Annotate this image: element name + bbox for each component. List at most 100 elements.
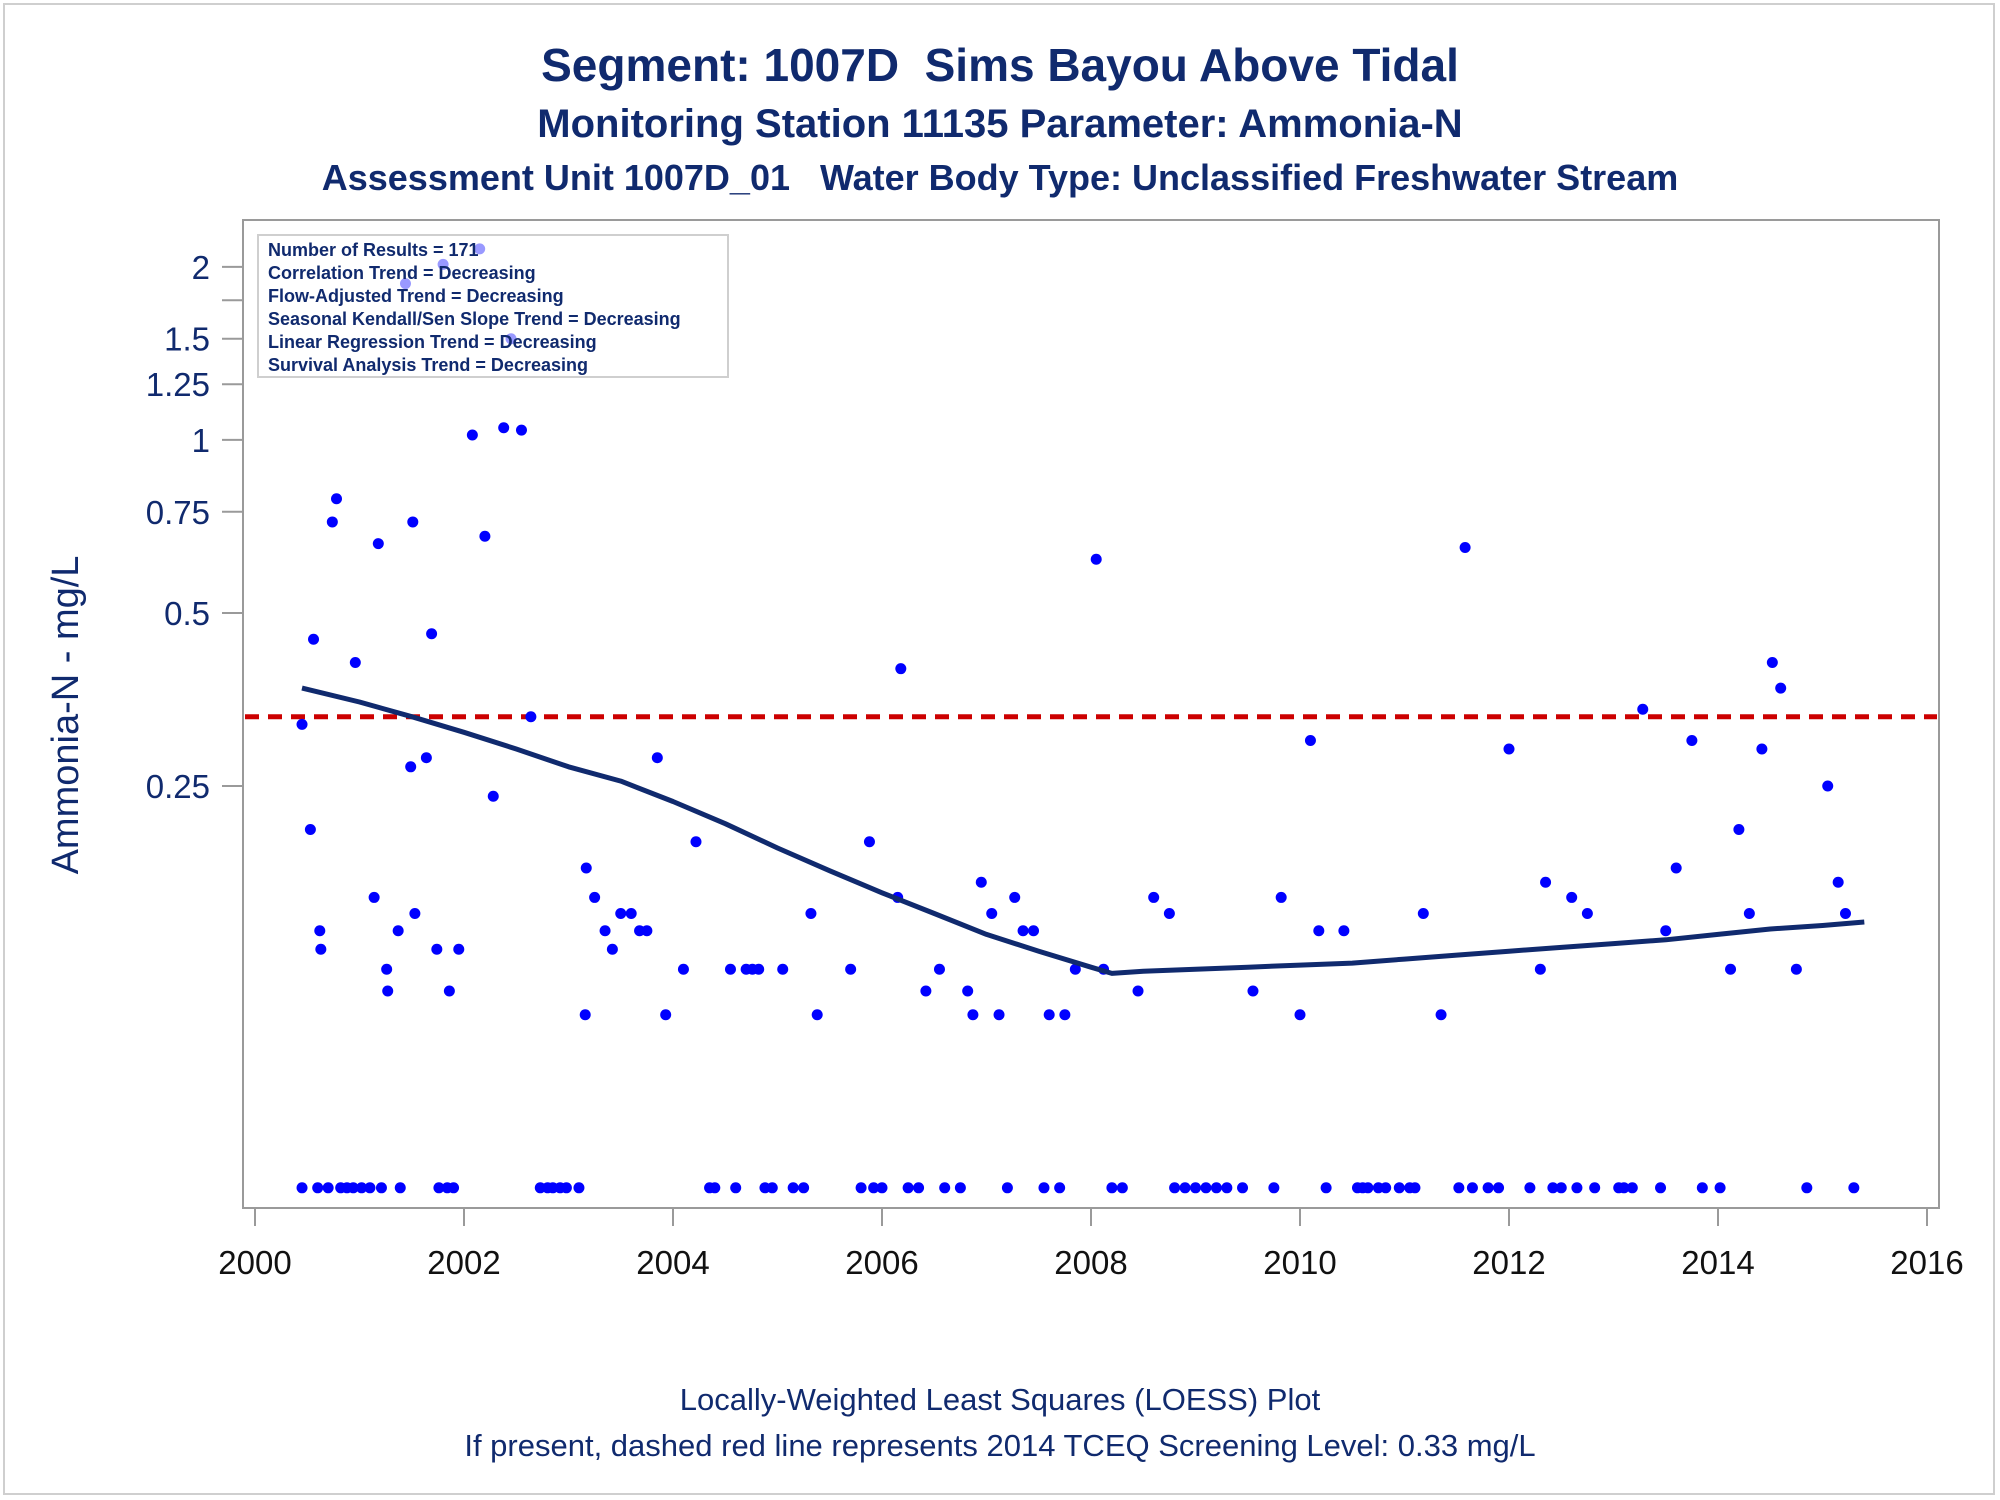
data-point — [1618, 1182, 1630, 1194]
data-point — [1221, 1182, 1233, 1194]
data-point — [349, 657, 361, 669]
y-tick-label: 1.5 — [164, 321, 210, 358]
data-point — [1790, 963, 1802, 975]
x-tick-label: 2010 — [1263, 1244, 1336, 1281]
data-point — [1106, 1182, 1118, 1194]
data-point — [560, 1182, 572, 1194]
data-point — [1200, 1182, 1212, 1194]
data-point — [651, 752, 663, 764]
data-point — [1169, 1182, 1181, 1194]
data-point — [1660, 925, 1672, 937]
data-point — [863, 836, 875, 848]
data-point — [1493, 1182, 1505, 1194]
data-point — [766, 1182, 778, 1194]
data-point — [1482, 1182, 1494, 1194]
data-point — [1832, 876, 1844, 888]
data-point — [1294, 1009, 1306, 1021]
x-axis: 2000 2002 2004 2006 2008 2010 2012 2014 2016 — [218, 1208, 1964, 1281]
data-point — [1555, 1182, 1567, 1194]
data-point — [753, 963, 765, 975]
legend-number-of-results: Number of Results = 171 — [268, 240, 479, 260]
x-tick-label: 2012 — [1472, 1244, 1545, 1281]
data-point — [1626, 1182, 1638, 1194]
data-point — [433, 1182, 445, 1194]
data-point — [1801, 1182, 1813, 1194]
data-point — [375, 1182, 387, 1194]
data-point — [1237, 1182, 1249, 1194]
data-point — [1017, 925, 1029, 937]
chart-subtitle-station: Monitoring Station 11135 Parameter: Ammo… — [537, 102, 1463, 146]
chart-title: Segment: 1007D Sims Bayou Above Tidal — [541, 39, 1459, 91]
footnote-loess: Locally-Weighted Least Squares (LOESS) P… — [679, 1382, 1321, 1417]
x-tick-label: 2002 — [427, 1244, 500, 1281]
data-point — [1756, 743, 1768, 755]
data-point — [420, 752, 432, 764]
data-point — [1839, 908, 1851, 920]
data-point — [954, 1182, 966, 1194]
data-point — [1670, 862, 1682, 874]
data-point — [1696, 1182, 1708, 1194]
data-point — [1268, 1182, 1280, 1194]
footnote-screening-level: If present, dashed red line represents 2… — [464, 1428, 1536, 1463]
data-point — [1362, 1182, 1374, 1194]
data-point — [579, 1009, 591, 1021]
data-point — [1725, 963, 1737, 975]
x-tick-label: 2006 — [845, 1244, 918, 1281]
data-point — [1320, 1182, 1332, 1194]
y-tick-label: 0.5 — [164, 595, 210, 632]
data-point — [1054, 1182, 1066, 1194]
data-point — [1581, 908, 1593, 920]
data-point — [1822, 780, 1834, 792]
data-point — [1409, 1182, 1421, 1194]
data-point — [315, 943, 327, 955]
legend-linear-regression-trend: Linear Regression Trend = Decreasing — [268, 332, 597, 352]
data-point — [1766, 657, 1778, 669]
data-point — [777, 963, 789, 975]
data-point — [1714, 1182, 1726, 1194]
data-point — [1540, 876, 1552, 888]
data-point — [709, 1182, 721, 1194]
data-point — [515, 424, 527, 436]
trend-legend: Number of Results = 171 Correlation Tren… — [257, 234, 729, 378]
data-point — [347, 1182, 359, 1194]
data-point — [1503, 743, 1515, 755]
data-point — [1637, 703, 1649, 715]
data-point — [308, 633, 320, 645]
data-point — [787, 1182, 799, 1194]
x-tick-label: 2008 — [1054, 1244, 1127, 1281]
data-point — [868, 1182, 880, 1194]
data-point — [407, 516, 419, 528]
y-tick-label: 0.25 — [146, 768, 210, 805]
data-point — [573, 1182, 585, 1194]
data-point — [381, 963, 393, 975]
y-axis: 2 1.5 1.25 1 0.75 0.5 0.25 — [146, 249, 243, 805]
data-point — [895, 663, 907, 675]
data-point — [1116, 1182, 1128, 1194]
data-point — [1848, 1182, 1860, 1194]
data-point — [599, 925, 611, 937]
data-point — [1275, 891, 1287, 903]
data-point — [805, 908, 817, 920]
data-point — [986, 908, 998, 920]
outer-frame — [3, 3, 1995, 1495]
legend-correlation-trend: Correlation Trend = Decreasing — [268, 263, 536, 283]
data-point — [589, 891, 601, 903]
data-point — [690, 836, 702, 848]
data-point — [625, 908, 637, 920]
x-tick-label: 2004 — [636, 1244, 709, 1281]
data-point — [1338, 925, 1350, 937]
data-point — [975, 876, 987, 888]
data-point — [933, 963, 945, 975]
data-point — [364, 1182, 376, 1194]
data-point — [1566, 891, 1578, 903]
data-point — [1466, 1182, 1478, 1194]
data-point — [443, 985, 455, 997]
data-point — [615, 908, 627, 920]
legend-flow-adjusted-trend: Flow-Adjusted Trend = Decreasing — [268, 286, 564, 306]
data-point — [798, 1182, 810, 1194]
data-point — [296, 1182, 308, 1194]
data-point — [1038, 1182, 1050, 1194]
data-point — [525, 711, 537, 723]
data-point — [1453, 1182, 1465, 1194]
